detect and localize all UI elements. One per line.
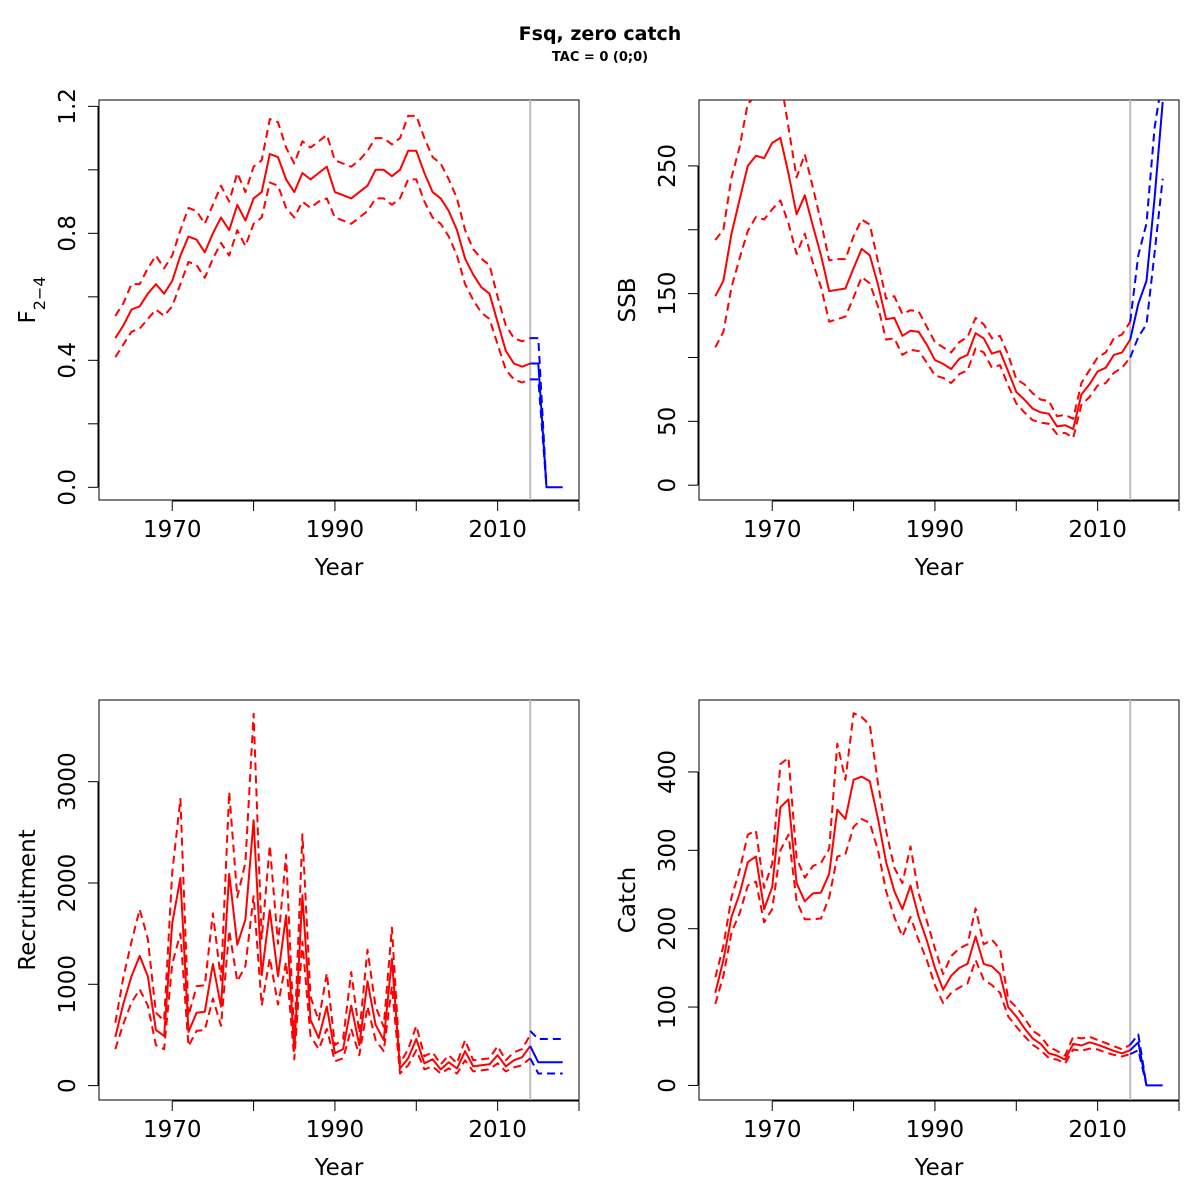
recruitment-y-tick-label: 3000 — [55, 752, 81, 811]
fbar-y-axis-label-main: F — [15, 310, 41, 323]
fbar-series-upper-line — [114, 114, 531, 343]
catch-x-tick-label: 2010 — [1068, 1117, 1127, 1143]
fbar-y-tick-label: 0.8 — [55, 215, 81, 252]
catch-series-upper-line — [714, 712, 1131, 1057]
fbar-plot-frame — [98, 99, 580, 501]
figure-title: Fsq, zero catch — [519, 23, 682, 45]
recruitment-plot-frame — [98, 699, 580, 1101]
ssb-x-tick-label: 2010 — [1068, 517, 1127, 543]
catch-y-axis-label: Catch — [615, 867, 641, 933]
fbar-y-tick-label: 0.4 — [55, 342, 81, 379]
fbar-y-tick-label: 1.2 — [55, 88, 81, 125]
panel-fbar: 1970 1990 2010 0.0 0.4 0.8 1.2 Year F2−4 — [15, 88, 580, 581]
recruitment-series-estimate-line — [114, 819, 532, 1071]
recruitment-x-tick-label: 2010 — [468, 1117, 527, 1143]
panel-ssb: 1970 1990 2010 0 50 150 250 Year SSB — [615, 99, 1180, 581]
ssb-series-estimate-line — [714, 136, 1132, 430]
ssb-x-axis-label: Year — [914, 555, 964, 581]
ssb-y-tick-label: 50 — [655, 407, 681, 436]
catch-x-tick-label: 1990 — [906, 1117, 965, 1143]
catch-series-forecast-lower-line — [1129, 1049, 1148, 1086]
recruitment-series-upper-line — [114, 712, 532, 1066]
recruitment-y-tick-label: 1000 — [55, 955, 81, 1014]
catch-y-axis-label-main: Catch — [615, 867, 641, 933]
catch-plot-frame — [698, 699, 1180, 1101]
fbar-series-forecast-line — [530, 362, 563, 489]
catch-y-tick-label: 300 — [655, 828, 681, 872]
ssb-series-forecast-lower-line — [1129, 178, 1164, 358]
recruitment-series-lower-line — [114, 895, 531, 1075]
recruitment-y-axis-label: Recruitment — [15, 829, 41, 970]
recruitment-x-axis-label: Year — [314, 1155, 364, 1181]
catch-series-forecast-upper-line — [1129, 1033, 1148, 1086]
ssb-series-forecast-upper-line — [1129, 100, 1160, 322]
recruitment-y-axis-label-main: Recruitment — [15, 829, 41, 970]
catch-series-lower-line — [714, 818, 1131, 1065]
ssb-y-tick-label: 250 — [655, 144, 681, 188]
fbar-series-forecast-upper-line — [530, 337, 548, 488]
catch-y-tick-label: 200 — [655, 907, 681, 951]
recruitment-series-forecast-lower-line — [529, 1057, 563, 1075]
catch-series-estimate-line — [714, 775, 1131, 1061]
fbar-x-tick-label: 1970 — [143, 517, 202, 543]
ssb-y-axis-label: SSB — [615, 278, 641, 323]
ssb-y-tick-label: 150 — [655, 272, 681, 316]
catch-y-tick-label: 0 — [655, 1078, 681, 1093]
fbar-series-estimate-line — [114, 149, 531, 368]
ssb-y-tick-label: 0 — [655, 478, 681, 493]
recruitment-x-tick-label: 1990 — [306, 1117, 365, 1143]
ssb-y-axis-label-main: SSB — [615, 278, 641, 323]
recruitment-y-tick-label: 0 — [55, 1078, 81, 1093]
ssb-x-tick-label: 1990 — [906, 517, 965, 543]
panel-recruitment: 1970 1990 2010 0 1000 2000 3000 Year Recruitment — [15, 699, 580, 1181]
panel-catch: 1970 1990 2010 0 100 200 300 400 Year Catch — [615, 699, 1180, 1181]
ssb-series-lower-line — [714, 199, 1131, 439]
recruitment-x-tick-label: 1970 — [143, 1117, 202, 1143]
fbar-series-forecast-lower-line — [530, 378, 548, 488]
catch-x-tick-label: 1970 — [743, 1117, 802, 1143]
fbar-x-tick-label: 2010 — [468, 517, 527, 543]
ssb-series-forecast-line — [1129, 101, 1164, 340]
fbar-x-tick-label: 1990 — [306, 517, 365, 543]
fbar-y-axis-label: F2−4 — [15, 277, 49, 324]
recruitment-y-tick-label: 2000 — [55, 854, 81, 913]
fbar-y-axis-label-subscript: 2−4 — [30, 277, 49, 311]
ssb-x-tick-label: 1970 — [743, 517, 802, 543]
recruitment-series-forecast-upper-line — [529, 1030, 563, 1040]
fbar-x-axis-label: Year — [314, 555, 364, 581]
catch-x-axis-label: Year — [914, 1155, 964, 1181]
fbar-y-tick-label: 0.0 — [55, 469, 81, 506]
fbar-series-lower-line — [114, 178, 531, 384]
catch-y-tick-label: 100 — [655, 985, 681, 1029]
figure-subtitle: TAC = 0 (0;0) — [552, 50, 648, 65]
catch-y-tick-label: 400 — [655, 750, 681, 794]
ssb-plot-frame — [698, 99, 1180, 501]
ssb-series-upper-line — [714, 100, 1132, 420]
recruitment-series-forecast-line — [529, 1045, 563, 1064]
